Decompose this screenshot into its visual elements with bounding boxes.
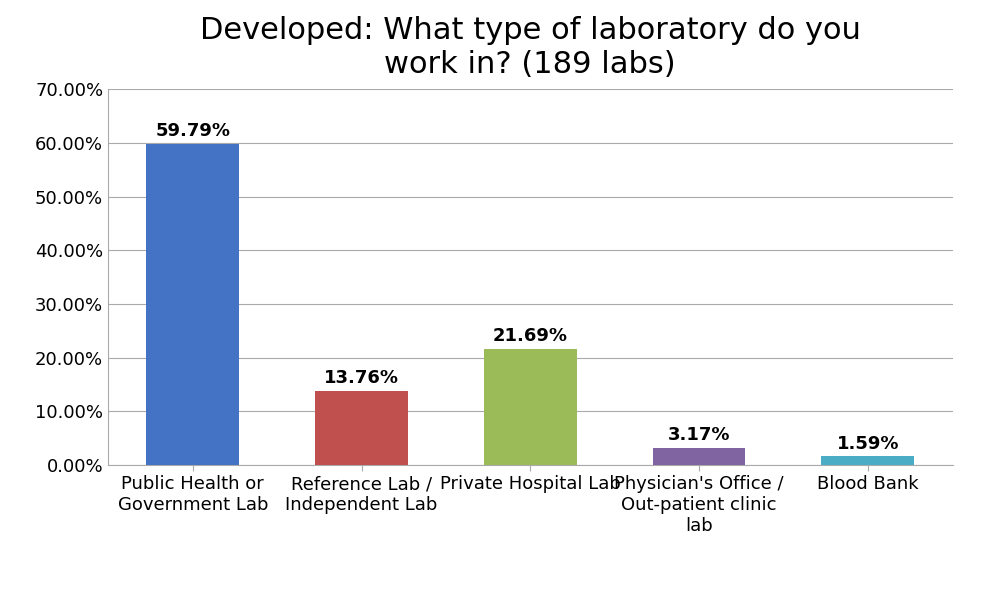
Bar: [821, 457, 914, 465]
Text: 13.76%: 13.76%: [324, 370, 399, 387]
Bar: [484, 349, 576, 465]
Text: 21.69%: 21.69%: [493, 327, 568, 344]
Bar: [146, 144, 240, 465]
Text: 3.17%: 3.17%: [668, 426, 731, 444]
Title: Developed: What type of laboratory do you
work in? (189 labs): Developed: What type of laboratory do yo…: [200, 16, 860, 79]
Bar: [653, 448, 745, 465]
Text: 59.79%: 59.79%: [155, 122, 231, 141]
Bar: [315, 391, 408, 465]
Text: 1.59%: 1.59%: [837, 434, 899, 452]
